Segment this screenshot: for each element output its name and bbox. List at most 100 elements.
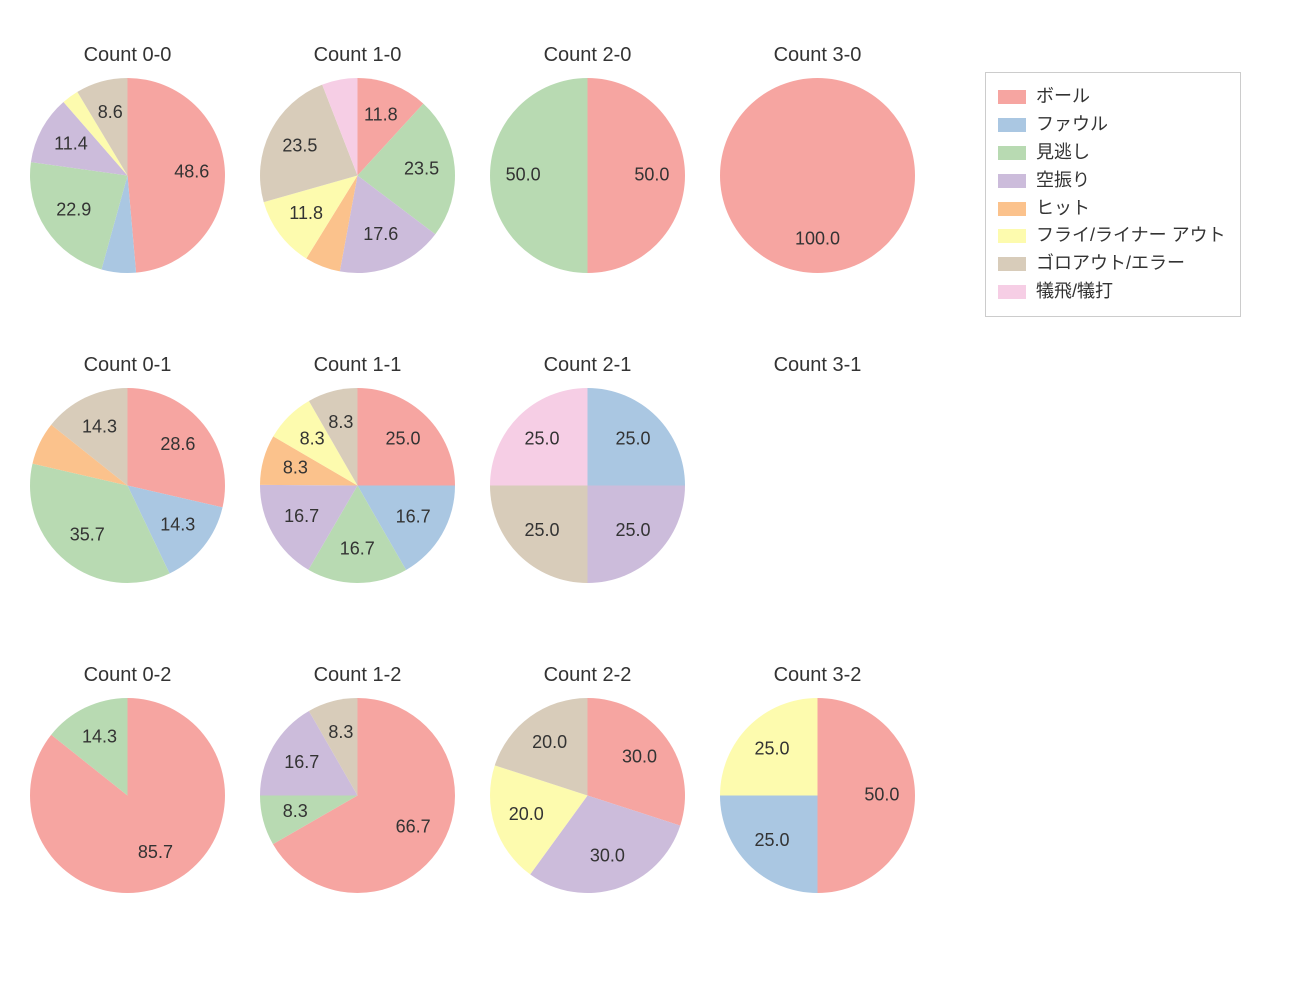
- legend-swatch: [998, 202, 1026, 216]
- legend-swatch: [998, 146, 1026, 160]
- pie-svg: 50.0 25.0 25.0: [720, 698, 915, 893]
- pie-slice-label: 23.5: [282, 136, 317, 156]
- pie-slice-label: 17.6: [363, 224, 398, 244]
- pie-title: Count 0-0: [30, 44, 225, 67]
- legend-row: フライ/ライナー アウト: [998, 222, 1226, 250]
- pie-slice-label: 35.7: [70, 524, 105, 544]
- pie-slice-label: 11.4: [54, 134, 88, 154]
- pie-slice-label: 48.6: [174, 161, 209, 181]
- pie-slice-label: 8.3: [283, 801, 308, 821]
- pie-slice-label: 50.0: [864, 784, 899, 804]
- pie-slice-label: 16.7: [340, 539, 375, 559]
- pie-slice-label: 25.0: [754, 739, 789, 759]
- pie-count-2-2: Count 2-230.030.020.020.0: [490, 698, 685, 893]
- pie-slice-label: 25.0: [524, 429, 559, 449]
- pie-slice-label: 28.6: [160, 434, 195, 454]
- pie-slice-label: 8.3: [328, 722, 353, 742]
- legend-row: 空振り: [998, 167, 1226, 195]
- legend-row: ヒット: [998, 195, 1226, 223]
- legend-label: 見逃し: [1036, 139, 1090, 167]
- legend-label: ゴロアウト/エラー: [1036, 250, 1185, 278]
- legend-row: ゴロアウト/エラー: [998, 250, 1226, 278]
- pie-count-3-2: Count 3-250.025.025.0: [720, 698, 915, 893]
- pie-slice-label: 100.0: [795, 229, 840, 249]
- pie-slice-label: 25.0: [615, 520, 650, 540]
- pie-svg: 48.6 22.9 11.4 8.6: [30, 78, 225, 273]
- pie-slice-label: 14.3: [160, 514, 195, 534]
- pie-slice-label: 16.7: [284, 506, 319, 526]
- pie-title: Count 1-1: [260, 354, 455, 377]
- pie-slice-label: 8.3: [300, 429, 325, 449]
- pie-slice-label: 25.0: [385, 429, 420, 449]
- pie-slice-label: 8.6: [98, 102, 123, 122]
- pie-title: Count 3-1: [720, 354, 915, 377]
- legend-swatch: [998, 174, 1026, 188]
- legend-label: 犠飛/犠打: [1036, 278, 1113, 306]
- pie-count-1-1: Count 1-125.016.716.716.78.38.38.3: [260, 388, 455, 583]
- pie-title: Count 3-2: [720, 664, 915, 687]
- pie-svg: 28.6 14.3 35.7 14.3: [30, 388, 225, 583]
- legend-label: ヒット: [1036, 195, 1090, 223]
- legend-row: ボール: [998, 83, 1226, 111]
- legend-row: 見逃し: [998, 139, 1226, 167]
- pie-slice-label: 30.0: [622, 746, 657, 766]
- pie-slice-label: 20.0: [509, 804, 544, 824]
- pie-count-2-1: Count 2-125.025.025.025.0: [490, 388, 685, 583]
- pie-count-3-0: Count 3-0100.0: [720, 78, 915, 273]
- pie-svg: 25.016.716.716.78.38.38.3: [260, 388, 455, 583]
- legend-swatch: [998, 229, 1026, 243]
- pie-slice-label: 25.0: [524, 520, 559, 540]
- pie-svg: 66.7 8.3 16.7 8.3: [260, 698, 455, 893]
- pie-svg: 11.8 23.5 17.6 11.8 23.5: [260, 78, 455, 273]
- legend: ボールファウル見逃し空振りヒットフライ/ライナー アウトゴロアウト/エラー犠飛/…: [985, 72, 1241, 317]
- pie-count-1-2: Count 1-266.78.316.78.3: [260, 698, 455, 893]
- pie-slice-label: 85.7: [138, 842, 173, 862]
- pie-title: Count 1-2: [260, 664, 455, 687]
- pie-title: Count 0-1: [30, 354, 225, 377]
- pie-svg: 100.0: [720, 78, 915, 273]
- pie-title: Count 2-2: [490, 664, 685, 687]
- pie-slice-label: 11.8: [289, 203, 323, 223]
- legend-swatch: [998, 90, 1026, 104]
- pie-title: Count 2-1: [490, 354, 685, 377]
- pie-slice-label: 50.0: [634, 164, 669, 184]
- legend-label: ボール: [1036, 83, 1090, 111]
- pie-slice-label: 30.0: [590, 845, 625, 865]
- pie-slice-label: 50.0: [506, 164, 541, 184]
- pie-slice-label: 16.7: [284, 752, 319, 772]
- pie-slice-label: 25.0: [615, 429, 650, 449]
- pie-svg: 85.7 14.3: [30, 698, 225, 893]
- pie-title: Count 1-0: [260, 44, 455, 67]
- pie-slice-label: 8.3: [283, 457, 308, 477]
- legend-swatch: [998, 285, 1026, 299]
- pie-slice-label: 11.8: [364, 104, 398, 124]
- pie-svg: 50.0 50.0: [490, 78, 685, 273]
- legend-label: 空振り: [1036, 167, 1090, 195]
- legend-row: 犠飛/犠打: [998, 278, 1226, 306]
- pie-slice-label: 14.3: [82, 416, 117, 436]
- chart-grid: Count 0-0 48.6 22.9 11.4 8.6 Count 1-0 11.8 23.…: [0, 0, 1300, 1000]
- pie-count-1-0: Count 1-011.823.517.611.823.5: [260, 78, 455, 273]
- pie-count-0-0: Count 0-048.622.911.48.6: [30, 78, 225, 273]
- pie-slice-label: 25.0: [754, 830, 789, 850]
- pie-count-2-0: Count 2-050.050.0: [490, 78, 685, 273]
- pie-slice-label: 23.5: [404, 158, 439, 178]
- legend-label: ファウル: [1036, 111, 1108, 139]
- pie-count-3-1: Count 3-1: [720, 388, 915, 583]
- legend-swatch: [998, 118, 1026, 132]
- pie-svg: 25.0 25.0 25.0 25.0: [490, 388, 685, 583]
- pie-slice-label: 20.0: [532, 732, 567, 752]
- legend-label: フライ/ライナー アウト: [1036, 222, 1226, 250]
- pie-slice-label: 14.3: [82, 726, 117, 746]
- pie-slice-label: 66.7: [396, 816, 431, 836]
- pie-svg: 30.0 30.0 20.0 20.0: [490, 698, 685, 893]
- legend-row: ファウル: [998, 111, 1226, 139]
- legend-swatch: [998, 257, 1026, 271]
- pie-title: Count 0-2: [30, 664, 225, 687]
- pie-title: Count 2-0: [490, 44, 685, 67]
- pie-title: Count 3-0: [720, 44, 915, 67]
- pie-count-0-2: Count 0-285.714.3: [30, 698, 225, 893]
- pie-slice-label: 22.9: [56, 200, 91, 220]
- pie-slice-label: 16.7: [396, 506, 431, 526]
- pie-count-0-1: Count 0-128.614.335.714.3: [30, 388, 225, 583]
